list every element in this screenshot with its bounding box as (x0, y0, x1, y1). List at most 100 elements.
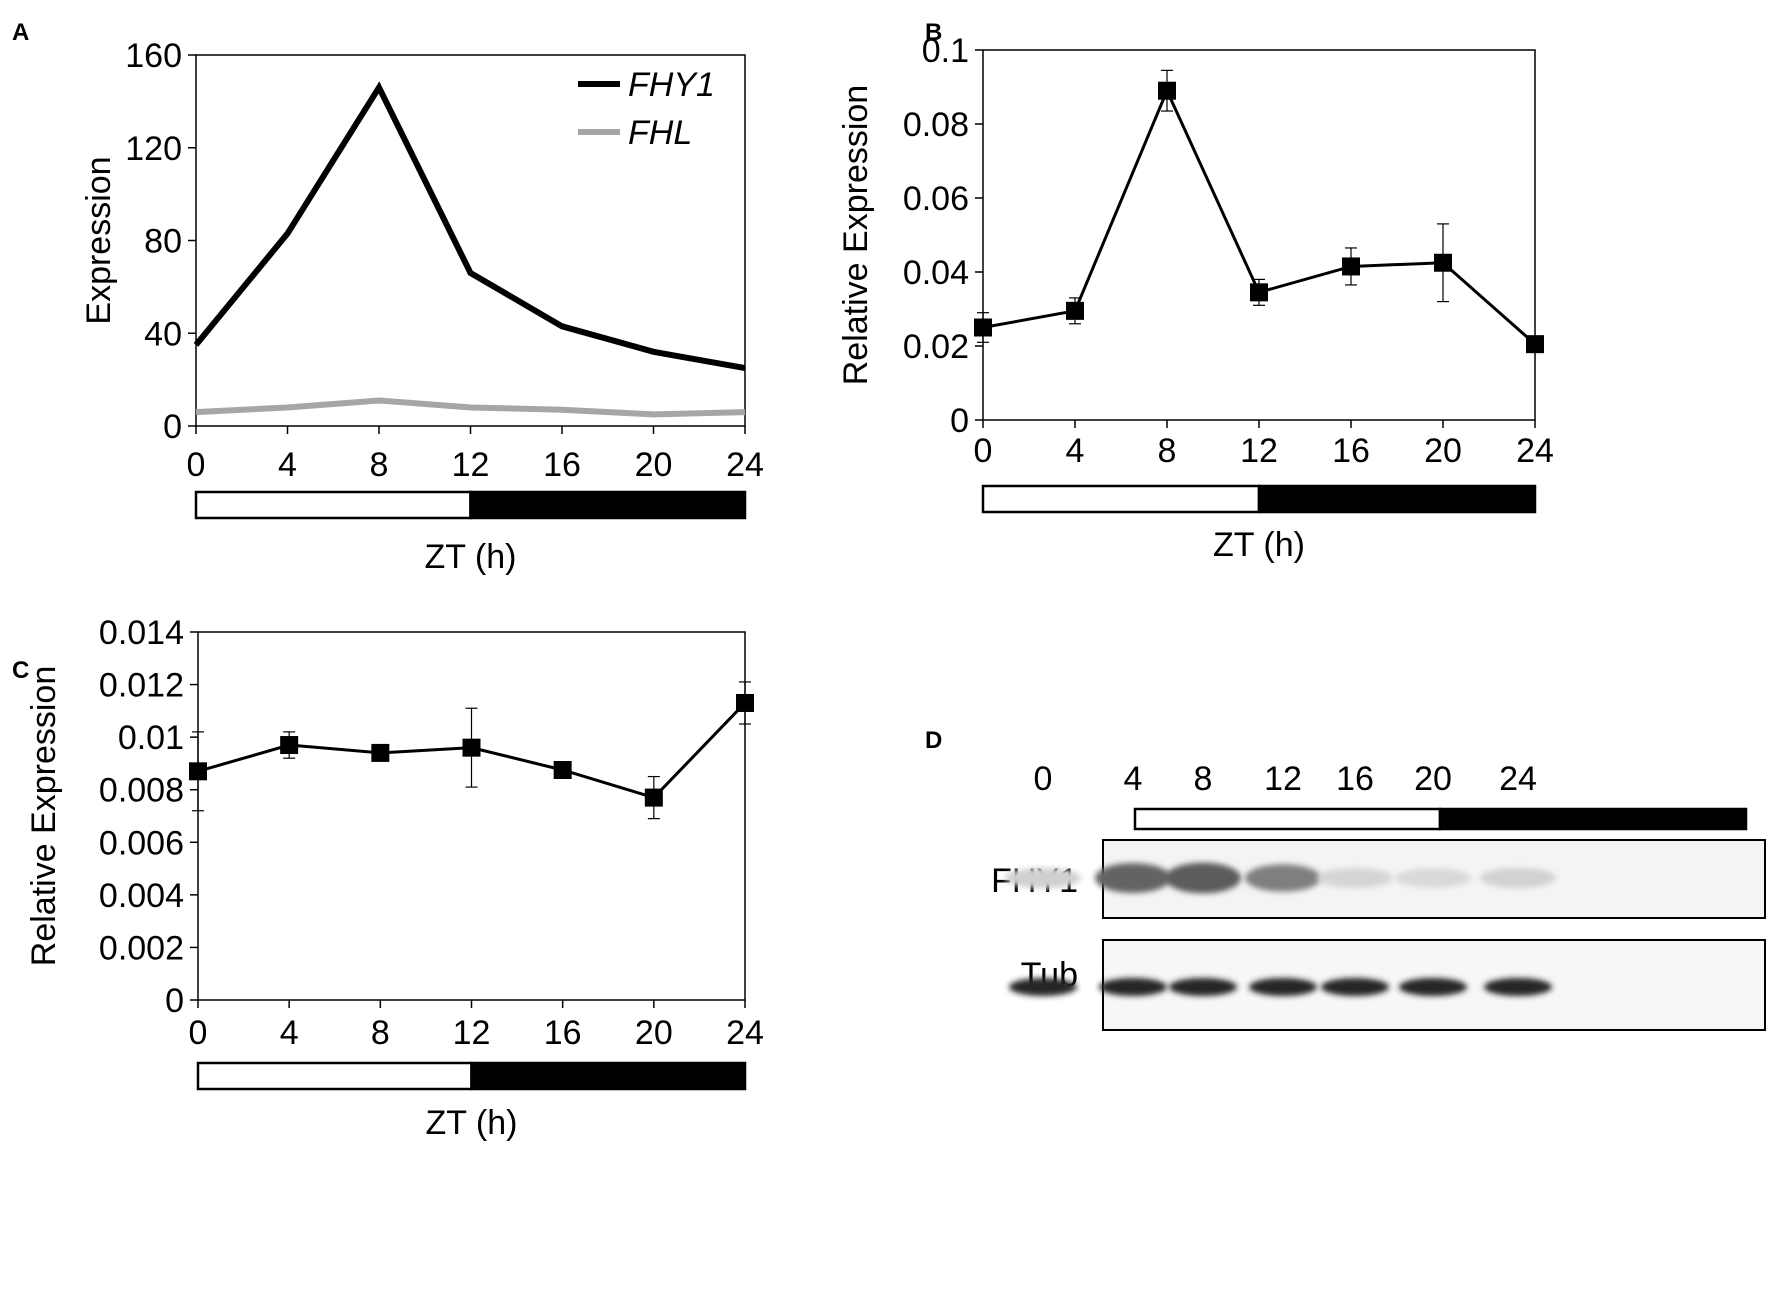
fhy1-band (1480, 867, 1556, 889)
data-point (974, 318, 992, 337)
x-tick-label: 20 (635, 446, 673, 484)
data-point (1158, 81, 1176, 100)
x-axis-title: ZT (h) (425, 538, 517, 576)
tub-band (1009, 978, 1077, 996)
tub-band (1249, 978, 1317, 996)
y-tick-label: 160 (125, 37, 182, 75)
x-tick-label: 16 (544, 1014, 582, 1052)
fhy1-band (1245, 864, 1321, 892)
x-tick-label: 12 (1240, 432, 1278, 470)
data-point (371, 743, 390, 762)
x-tick-label: 12 (452, 446, 490, 484)
y-tick-label: 80 (144, 223, 182, 261)
y-tick-label: 0.004 (99, 877, 184, 915)
data-point (736, 693, 754, 712)
legend-label: FHY1 (628, 66, 715, 104)
fhy1-band (1005, 867, 1081, 889)
y-tick-label: 0.1 (922, 32, 969, 70)
panel-letter-c: C (12, 657, 29, 684)
lane-label: 24 (1499, 760, 1537, 798)
panel-letter-a: A (12, 19, 29, 46)
x-tick-label: 8 (1158, 432, 1177, 470)
tub-band (1484, 978, 1552, 996)
x-tick-label: 12 (453, 1014, 491, 1052)
data-point (1526, 335, 1544, 354)
x-axis-title: ZT (h) (1213, 526, 1305, 564)
y-tick-label: 120 (125, 130, 182, 168)
data-point (1066, 301, 1084, 320)
x-tick-label: 4 (278, 446, 297, 484)
dark-period-bar (470, 1061, 747, 1091)
data-point (644, 788, 663, 807)
x-tick-label: 16 (1332, 432, 1370, 470)
chart-c: 0 0.002 0.004 0.006 0.008 0.01 0.012 0.014 0 4 8 12… (25, 614, 764, 1142)
x-axis-title: ZT (h) (426, 1104, 518, 1142)
fhy1-band (1317, 868, 1393, 888)
light-period-bar (194, 490, 472, 520)
y-tick-label: 0.002 (99, 929, 184, 967)
chart-a: 0 40 80 120 160 0 4 8 12 16 20 24 Expression ZT (h) FH… (80, 37, 764, 576)
plot-frame (197, 631, 746, 1001)
panel-letter-b: B (925, 19, 942, 46)
y-tick-label: 0.06 (903, 180, 969, 218)
x-tick-label: 20 (635, 1014, 673, 1052)
y-tick-label: 0.08 (903, 106, 969, 144)
data-point (553, 761, 572, 779)
x-tick-label: 4 (280, 1014, 299, 1052)
x-tick-label: 20 (1424, 432, 1462, 470)
x-tick-label: 0 (189, 1014, 208, 1052)
y-tick-label: 0.01 (118, 719, 184, 757)
light-period-bar (196, 1061, 473, 1091)
y-axis-title: Relative Expression (25, 666, 63, 966)
y-tick-label: 0 (165, 982, 184, 1020)
dark-period-bar (1438, 807, 1748, 831)
legend-label: FHL (628, 114, 692, 152)
tub-band (1099, 978, 1167, 996)
x-tick-label: 16 (543, 446, 581, 484)
dark-period-bar (469, 490, 747, 520)
x-tick-label: 8 (370, 446, 389, 484)
y-axis-title: Relative Expression (837, 85, 875, 385)
data-point (1434, 253, 1452, 272)
data-point (462, 738, 481, 757)
lane-label: 16 (1336, 760, 1374, 798)
y-tick-label: 0.014 (99, 614, 184, 652)
light-period-bar (981, 484, 1261, 514)
fhy1-band (1095, 863, 1171, 893)
fhy1-band (1395, 868, 1471, 888)
dark-period-bar (1257, 484, 1537, 514)
y-axis-title: Expression (80, 156, 118, 324)
y-tick-label: 0.008 (99, 772, 184, 810)
x-tick-label: 0 (974, 432, 993, 470)
x-tick-label: 4 (1066, 432, 1085, 470)
tub-band (1169, 978, 1237, 996)
data-point (1342, 257, 1360, 276)
y-tick-label: 0.006 (99, 824, 184, 862)
western-blot-d: 04812162024FHY1Tub (991, 760, 1766, 1031)
tub-band (1399, 978, 1467, 996)
chart-b: 0 0.02 0.04 0.06 0.08 0.1 0 4 8 12 16 20 24 Relative … (837, 32, 1554, 564)
lane-label: 8 (1194, 760, 1213, 798)
x-tick-label: 8 (371, 1014, 390, 1052)
series-line-relative-expression (982, 86, 1536, 346)
x-tick-label: 24 (726, 1014, 764, 1052)
x-tick-label: 0 (187, 446, 206, 484)
lane-label: 4 (1124, 760, 1143, 798)
x-tick-label: 24 (726, 446, 764, 484)
series-line-fhl (195, 397, 746, 418)
light-period-bar (1133, 807, 1442, 831)
panel-letter-d: D (925, 727, 942, 754)
y-tick-label: 0 (950, 402, 969, 440)
data-point (189, 762, 207, 781)
lane-label: 0 (1034, 760, 1053, 798)
y-tick-label: 40 (144, 315, 182, 353)
y-tick-label: 0.012 (99, 667, 184, 705)
y-tick-label: 0.02 (903, 328, 969, 366)
y-tick-label: 0 (163, 408, 182, 446)
tub-band (1321, 978, 1389, 996)
lane-label: 12 (1264, 760, 1302, 798)
plot-frame (982, 49, 1536, 421)
data-point (280, 736, 299, 755)
fhy1-band (1165, 862, 1241, 894)
